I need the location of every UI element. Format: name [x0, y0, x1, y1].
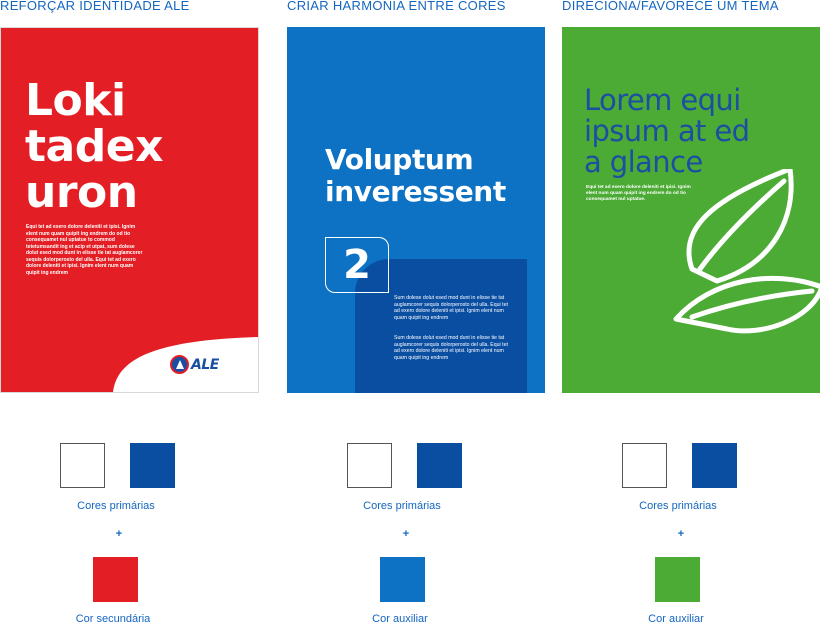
blue-poster-body-2: Sum dolese dolut esed mod dunt in elisse…	[394, 335, 508, 361]
green-heading-line: ipsum at ed	[584, 114, 750, 148]
swatch-aux-green	[655, 557, 700, 602]
red-poster-heading: Loki tadex uron	[25, 78, 163, 216]
primary-colors-label: Cores primárias	[639, 500, 717, 512]
plus-sign: +	[115, 528, 123, 540]
swatch-white	[622, 443, 667, 488]
red-poster-card: Loki tadex uron Equi tet ad exero dolore…	[0, 27, 259, 393]
swatch-aux-blue	[380, 557, 425, 602]
blue-heading-line: inveressent	[325, 175, 506, 208]
green-poster-heading: Lorem equi ipsum at ed a glance	[584, 83, 750, 179]
blue-poster-heading: Voluptum inveressent	[325, 144, 506, 208]
white-wave-shape	[113, 337, 258, 392]
green-heading-line: a glance	[584, 145, 703, 179]
column-title-harmony: CRIAR HARMONIA ENTRE CORES	[287, 0, 506, 13]
auxiliary-color-label: Cor auxiliar	[372, 613, 428, 625]
ale-logo-icon	[170, 355, 189, 374]
dark-blue-panel	[355, 259, 527, 393]
ale-logo: ALE	[170, 355, 219, 374]
swatch-white	[347, 443, 392, 488]
ale-logo-text: ALE	[191, 356, 219, 373]
primary-colors-label: Cores primárias	[363, 500, 441, 512]
plus-sign: +	[402, 528, 410, 540]
secondary-color-label: Cor secundária	[75, 613, 151, 625]
primary-colors-label: Cores primárias	[77, 500, 155, 512]
blue-heading-line: Voluptum	[325, 143, 474, 176]
plus-sign: +	[677, 528, 685, 540]
column-title-theme: DIRECIONA/FAVORECE UM TEMA	[562, 0, 779, 13]
red-heading-line: Loki	[25, 75, 126, 126]
auxiliary-color-label: Cor auxiliar	[648, 613, 704, 625]
red-heading-line: uron	[25, 167, 138, 218]
number-badge: 2	[325, 237, 389, 293]
swatch-white	[60, 443, 105, 488]
green-heading-line: Lorem equi	[584, 83, 741, 117]
blue-poster-card: Voluptum inveressent 2 Sum dolese dolut …	[287, 27, 545, 393]
swatch-brand-blue	[417, 443, 462, 488]
red-poster-body: Equi tet ad exero dolore deleniti et ipi…	[26, 224, 143, 276]
swatch-brand-blue	[692, 443, 737, 488]
green-poster-card: Lorem equi ipsum at ed a glance Equi tet…	[562, 27, 820, 393]
green-poster-body: Equi tet ad exero dolore deleniti et ipi…	[586, 185, 691, 202]
column-title-identity: REFORÇAR IDENTIDADE ALE	[0, 0, 190, 13]
red-heading-line: tadex	[25, 121, 163, 172]
leaf-icon	[673, 169, 820, 334]
blue-poster-body-1: Sum dolese dolut esed mod dunt in elisse…	[394, 295, 508, 321]
swatch-secondary-red	[93, 557, 138, 602]
swatch-brand-blue	[130, 443, 175, 488]
number-badge-text: 2	[343, 242, 371, 288]
